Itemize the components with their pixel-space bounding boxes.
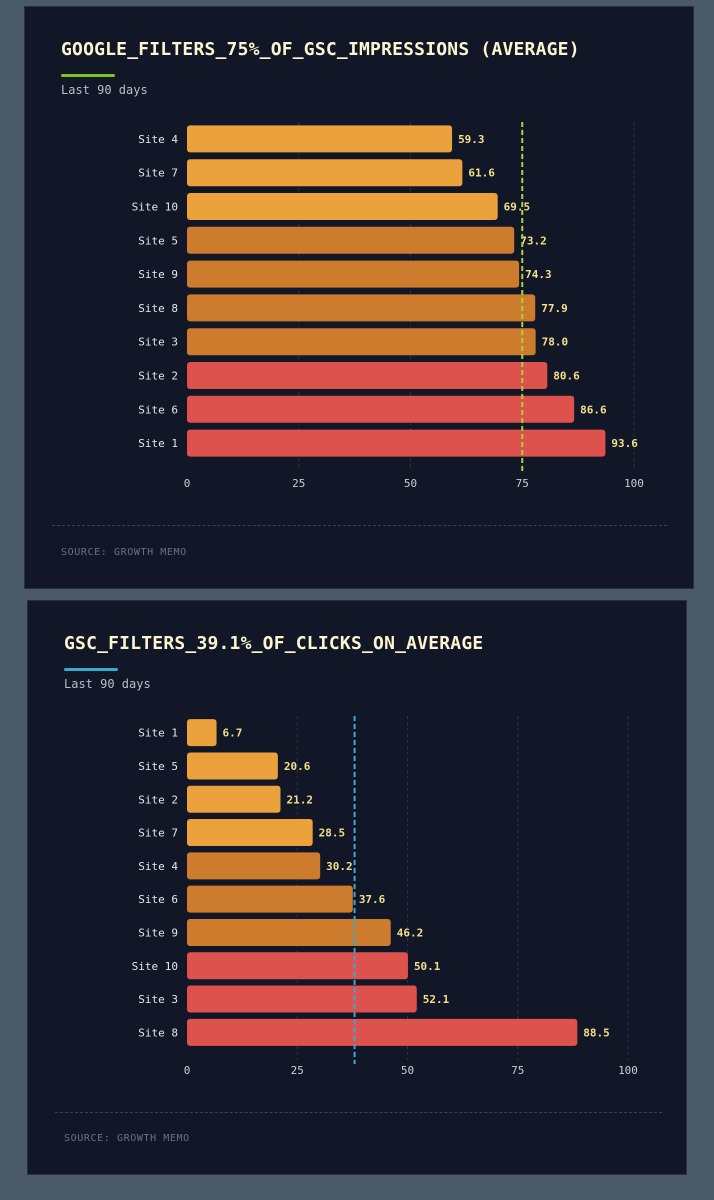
category-label: Site 10	[132, 201, 178, 214]
category-label: Site 6	[138, 893, 178, 906]
value-label: 73.2	[520, 234, 547, 247]
category-label: Site 1	[138, 437, 178, 450]
clicks-bar-chart: Site 1 6.7 Site 5 20.6 Site 2 21.2 Site 7 28.5 S…	[132, 716, 638, 1077]
value-label: 21.2	[286, 793, 313, 806]
title-underline	[64, 668, 118, 671]
category-label: Site 5	[138, 760, 178, 773]
source-label: SOURCE: GROWTH MEMO	[64, 1133, 190, 1144]
footer-divider	[52, 525, 667, 526]
bar	[187, 785, 281, 813]
bar	[187, 294, 536, 322]
x-tick-label: 50	[404, 477, 417, 490]
value-label: 30.2	[326, 860, 353, 873]
bar	[187, 819, 313, 847]
bar	[187, 852, 321, 880]
value-label: 50.1	[414, 960, 441, 973]
category-label: Site 9	[138, 268, 178, 281]
category-label: Site 3	[138, 993, 178, 1006]
category-label: Site 10	[132, 960, 178, 973]
chart-subtitle: Last 90 days	[61, 83, 148, 97]
x-tick-label: 0	[184, 1064, 191, 1077]
bar	[187, 719, 217, 747]
title-underline	[61, 74, 115, 77]
category-label: Site 2	[138, 370, 178, 383]
value-label: 6.7	[223, 727, 243, 740]
category-label: Site 6	[138, 403, 178, 416]
bar	[187, 985, 417, 1013]
category-label: Site 4	[138, 860, 178, 873]
value-label: 59.3	[458, 133, 485, 146]
x-tick-label: 75	[516, 477, 529, 490]
value-label: 78.0	[542, 336, 569, 349]
clicks-chart-card: GSC_FILTERS_39.1%_OF_CLICKS_ON_AVERAGE L…	[27, 600, 687, 1175]
x-tick-label: 25	[291, 1064, 304, 1077]
source-label: SOURCE: GROWTH MEMO	[61, 547, 187, 558]
category-label: Site 8	[138, 1026, 178, 1039]
category-label: Site 7	[138, 167, 178, 180]
value-label: 80.6	[553, 370, 580, 383]
value-label: 61.6	[468, 167, 495, 180]
category-label: Site 5	[138, 234, 178, 247]
x-tick-label: 75	[511, 1064, 524, 1077]
bar	[187, 395, 575, 423]
value-label: 37.6	[359, 893, 386, 906]
bar	[187, 952, 408, 980]
category-label: Site 7	[138, 827, 178, 840]
value-label: 69.5	[504, 201, 531, 214]
value-label: 28.5	[319, 827, 346, 840]
x-tick-label: 25	[292, 477, 305, 490]
bar	[187, 362, 548, 389]
bar	[187, 260, 520, 288]
x-tick-label: 0	[184, 477, 191, 490]
bar	[187, 159, 463, 187]
bar	[187, 125, 453, 153]
bar	[187, 918, 391, 946]
value-label: 52.1	[423, 993, 450, 1006]
value-label: 88.5	[583, 1026, 610, 1039]
x-tick-label: 100	[624, 477, 644, 490]
bar	[187, 226, 515, 254]
x-tick-label: 50	[401, 1064, 414, 1077]
x-tick-label: 100	[618, 1064, 638, 1077]
category-label: Site 4	[138, 133, 178, 146]
value-label: 77.9	[541, 302, 568, 315]
bar	[187, 429, 606, 457]
chart-title: GSC_FILTERS_39.1%_OF_CLICKS_ON_AVERAGE	[64, 633, 484, 654]
category-label: Site 3	[138, 336, 178, 349]
value-label: 20.6	[284, 760, 311, 773]
category-label: Site 2	[138, 793, 178, 806]
category-label: Site 1	[138, 727, 178, 740]
chart-subtitle: Last 90 days	[64, 677, 151, 691]
value-label: 93.6	[611, 437, 638, 450]
category-label: Site 9	[138, 926, 178, 939]
bar	[187, 193, 498, 220]
value-label: 74.3	[525, 268, 552, 281]
category-label: Site 8	[138, 302, 178, 315]
bar	[187, 328, 536, 356]
chart-title: GOOGLE_FILTERS_75%_OF_GSC_IMPRESSIONS (A…	[61, 39, 580, 60]
value-label: 86.6	[580, 403, 607, 416]
value-label: 46.2	[397, 926, 424, 939]
impressions-chart-card: GOOGLE_FILTERS_75%_OF_GSC_IMPRESSIONS (A…	[24, 6, 694, 589]
bar	[187, 752, 278, 780]
bar	[187, 885, 353, 913]
bar	[187, 1018, 578, 1046]
footer-divider	[55, 1112, 662, 1113]
